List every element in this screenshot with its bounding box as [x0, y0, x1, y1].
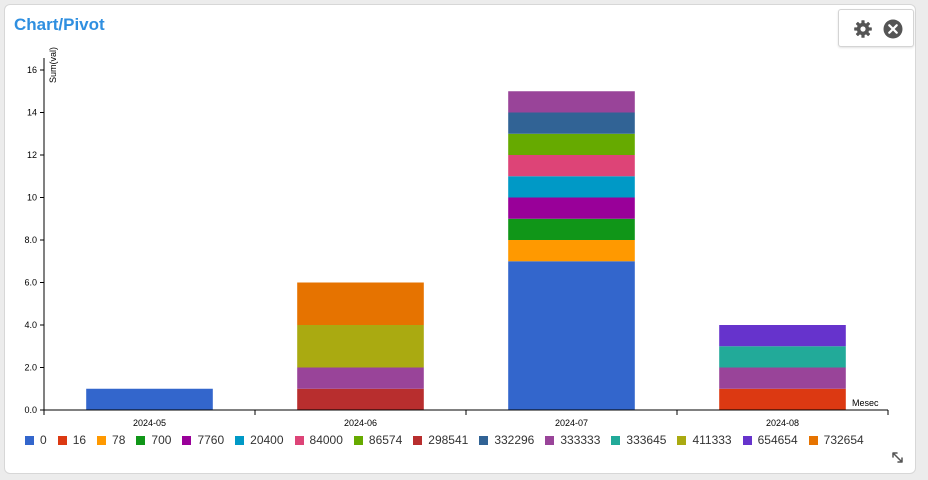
y-tick-label: 8.0: [24, 235, 37, 245]
legend-label: 333645: [626, 433, 667, 447]
legend-label: 7760: [197, 433, 225, 447]
legend-swatch: [742, 435, 752, 445]
bar-segment[interactable]: [297, 325, 424, 368]
bar-segment[interactable]: [719, 388, 846, 410]
legend-item[interactable]: 86574: [353, 433, 403, 447]
y-tick-label: 2.0: [24, 363, 37, 373]
legend-swatch: [413, 435, 423, 445]
bar-segment[interactable]: [508, 155, 635, 177]
legend-swatch: [57, 435, 67, 445]
bar-segment[interactable]: [508, 261, 635, 410]
legend-label: 0: [40, 433, 47, 447]
y-tick-label: 12: [27, 150, 37, 160]
bar-segment[interactable]: [719, 346, 846, 368]
legend-label: 411333: [692, 433, 732, 447]
legend-swatch: [479, 435, 489, 445]
legend-swatch: [677, 435, 687, 445]
bar-segment[interactable]: [297, 367, 424, 389]
y-tick-label: 16: [27, 65, 37, 75]
bar-segment[interactable]: [508, 197, 635, 219]
bar-segment[interactable]: [719, 367, 846, 389]
bar-segment[interactable]: [508, 218, 635, 240]
bar-segment[interactable]: [508, 240, 635, 262]
legend-item[interactable]: 333333: [545, 433, 600, 447]
legend-swatch: [808, 435, 818, 445]
legend-swatch: [294, 435, 304, 445]
legend-item[interactable]: 20400: [235, 433, 284, 447]
legend-label: 86574: [368, 433, 403, 447]
legend-item[interactable]: 732654: [808, 433, 864, 447]
bar-segment[interactable]: [508, 133, 635, 155]
legend-swatch: [25, 435, 34, 445]
y-tick-label: 6.0: [24, 278, 37, 288]
legend-swatch: [97, 435, 107, 445]
y-tick-label: 4.0: [24, 320, 37, 330]
x-tick-label: 2024-06: [344, 418, 377, 428]
legend-item[interactable]: 411333: [677, 433, 732, 447]
legend-swatch: [235, 435, 245, 445]
legend-swatch: [136, 435, 146, 445]
legend-label: 20400: [250, 433, 284, 447]
bar-segment[interactable]: [297, 282, 424, 326]
bar-segment[interactable]: [508, 176, 635, 198]
y-tick-label: 0.0: [24, 405, 37, 415]
bars-group: [86, 91, 846, 410]
legend-label: 16: [72, 433, 87, 447]
legend-label: 333333: [560, 433, 601, 447]
bar-segment[interactable]: [508, 91, 635, 113]
close-circle-icon[interactable]: [883, 19, 903, 39]
legend-label: 332296: [494, 433, 535, 447]
chart-legend: 0 16 78 700 7760 20400 84000 86574 298541 332296 3…: [25, 432, 875, 448]
legend-item[interactable]: 700: [136, 433, 171, 447]
y-tick-label: 10: [27, 193, 37, 203]
y-ticks-group: 0.0 2.0 4.0 6.0 8.0 10 12 14 16: [24, 65, 44, 415]
legend-label: 732654: [823, 433, 864, 447]
legend-label: 298541: [428, 433, 469, 447]
legend-item[interactable]: 332296: [479, 433, 534, 447]
legend-item[interactable]: 78: [97, 433, 125, 447]
legend-item[interactable]: 0: [25, 433, 47, 447]
legend-label: 654654: [757, 433, 798, 447]
x-ticks-group: 2024-05 2024-06 2024-07 2024-08: [43, 410, 889, 428]
legend-swatch: [182, 435, 192, 445]
bar-segment[interactable]: [86, 388, 213, 410]
y-tick-label: 14: [27, 108, 37, 118]
legend-item[interactable]: 298541: [413, 433, 468, 447]
x-axis-label: Mesec: [852, 398, 879, 408]
legend-item[interactable]: 654654: [742, 433, 798, 447]
bar-segment[interactable]: [297, 388, 424, 410]
legend-swatch: [611, 435, 621, 445]
legend-label: 84000: [309, 433, 343, 447]
legend-item[interactable]: 7760: [182, 433, 224, 447]
y-axis-label: Sum(val): [48, 47, 58, 83]
legend-swatch: [353, 435, 363, 445]
panel-toolbar: [838, 9, 914, 47]
panel-title: Chart/Pivot: [14, 15, 105, 34]
legend-item[interactable]: 16: [57, 433, 87, 447]
legend-item[interactable]: 84000: [294, 433, 343, 447]
x-tick-label: 2024-07: [555, 418, 588, 428]
x-tick-label: 2024-05: [133, 418, 166, 428]
bar-segment[interactable]: [508, 112, 635, 134]
legend-label: 78: [112, 433, 126, 447]
gear-icon[interactable]: [853, 19, 873, 39]
legend-item[interactable]: 333645: [611, 433, 666, 447]
x-tick-label: 2024-08: [766, 418, 799, 428]
resize-diagonal-icon[interactable]: [891, 451, 904, 464]
legend-label: 700: [151, 433, 172, 447]
legend-swatch: [545, 435, 555, 445]
bar-segment[interactable]: [719, 325, 846, 347]
